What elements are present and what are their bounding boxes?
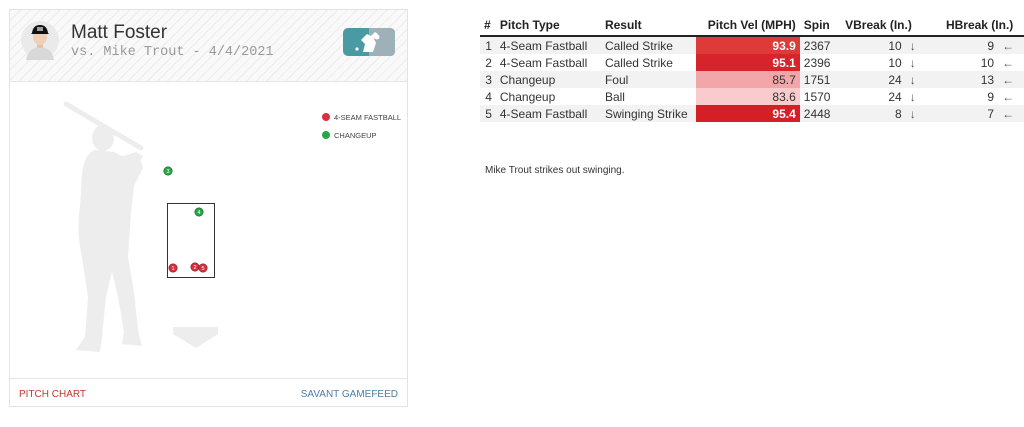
cell-number: 2 bbox=[480, 54, 496, 71]
cell-spin: 2396 bbox=[799, 54, 842, 71]
cell-velocity: 95.1 bbox=[696, 54, 800, 71]
savant-gamefeed-link[interactable]: SAVANT GAMEFEED bbox=[300, 389, 398, 400]
mlb-logo-icon bbox=[343, 28, 395, 56]
pitch-table: # Pitch Type Result Pitch Vel (MPH) Spin… bbox=[480, 15, 1024, 122]
svg-text:4: 4 bbox=[197, 210, 200, 216]
cell-pitch-type: 4-Seam Fastball bbox=[495, 105, 601, 122]
col-header-pitch-type[interactable]: Pitch Type bbox=[495, 15, 601, 37]
down-arrow-icon: ↓ bbox=[905, 36, 936, 54]
table-row[interactable]: 4 Changeup Ball 83.6 1570 24 ↓ 9 ← bbox=[480, 88, 1024, 105]
cell-velocity: 95.4 bbox=[696, 105, 800, 122]
cell-vbreak: 8 bbox=[841, 105, 906, 122]
table-row[interactable]: 5 4-Seam Fastball Swinging Strike 95.4 2… bbox=[480, 105, 1024, 122]
pitch-marker[interactable]: 4 bbox=[194, 207, 204, 217]
player-avatar bbox=[21, 21, 59, 60]
col-header-spin[interactable]: Spin bbox=[799, 15, 842, 37]
cell-result: Called Strike bbox=[600, 54, 697, 71]
card-footer: PITCH CHART SAVANT GAMEFEED bbox=[10, 378, 407, 407]
col-header-result[interactable]: Result bbox=[600, 15, 697, 37]
cell-result: Ball bbox=[600, 88, 697, 105]
cell-hbreak: 10 bbox=[935, 54, 999, 71]
pitch-location-chart: 1 2 3 4 5 bbox=[63, 101, 218, 352]
down-arrow-icon: ↓ bbox=[905, 54, 936, 71]
left-arrow-icon: ← bbox=[998, 88, 1024, 105]
left-arrow-icon: ← bbox=[998, 105, 1024, 122]
batter-silhouette-icon bbox=[63, 101, 144, 352]
strike-zone bbox=[167, 203, 215, 278]
legend-label: 4-SEAM FASTBALL bbox=[334, 112, 402, 122]
cell-result: Foul bbox=[600, 71, 697, 88]
cell-number: 1 bbox=[480, 36, 496, 54]
cell-number: 4 bbox=[480, 88, 496, 105]
home-plate-icon bbox=[173, 327, 218, 348]
svg-text:3: 3 bbox=[166, 169, 169, 175]
matchup-text: vs. Mike Trout - 4/4/2021 bbox=[71, 45, 274, 60]
pitch-chart-card: Matt Foster vs. Mike Trout - 4/4/2021 4-… bbox=[9, 9, 408, 407]
cell-pitch-type: Changeup bbox=[495, 88, 601, 105]
pitch-chart-link[interactable]: PITCH CHART bbox=[19, 389, 87, 400]
left-arrow-icon: ← bbox=[998, 71, 1024, 88]
cell-spin: 1570 bbox=[799, 88, 842, 105]
cell-velocity: 85.7 bbox=[696, 71, 800, 88]
pitch-marker[interactable]: 1 bbox=[168, 263, 178, 273]
green-dot-icon bbox=[322, 131, 330, 139]
col-header-hbreak[interactable]: HBreak (In.) bbox=[935, 15, 1024, 37]
cell-velocity: 93.9 bbox=[696, 36, 800, 54]
svg-text:5: 5 bbox=[201, 266, 204, 272]
down-arrow-icon: ↓ bbox=[905, 105, 936, 122]
cell-pitch-type: 4-Seam Fastball bbox=[495, 54, 601, 71]
cell-hbreak: 9 bbox=[935, 88, 999, 105]
down-arrow-icon: ↓ bbox=[905, 71, 936, 88]
down-arrow-icon: ↓ bbox=[905, 88, 936, 105]
col-header-number[interactable]: # bbox=[480, 15, 496, 37]
cell-pitch-type: Changeup bbox=[495, 71, 601, 88]
red-dot-icon bbox=[322, 113, 330, 121]
card-header: Matt Foster vs. Mike Trout - 4/4/2021 bbox=[10, 10, 407, 82]
legend-item-4-seam-fastball: 4-SEAM FASTBALL bbox=[322, 111, 401, 123]
pitch-marker[interactable]: 2 bbox=[190, 262, 200, 272]
cell-vbreak: 10 bbox=[841, 36, 906, 54]
cell-number: 5 bbox=[480, 105, 496, 122]
cell-hbreak: 9 bbox=[935, 36, 999, 54]
cell-spin: 1751 bbox=[799, 71, 842, 88]
col-header-pitch-velocity[interactable]: Pitch Vel (MPH) bbox=[696, 15, 800, 37]
cell-result: Called Strike bbox=[600, 36, 697, 54]
cell-result: Swinging Strike bbox=[600, 105, 697, 122]
cell-number: 3 bbox=[480, 71, 496, 88]
player-name: Matt Foster bbox=[71, 22, 168, 43]
legend-label: CHANGEUP bbox=[334, 130, 377, 140]
cell-spin: 2367 bbox=[799, 36, 842, 54]
cell-vbreak: 10 bbox=[841, 54, 906, 71]
pitch-marker[interactable]: 3 bbox=[163, 166, 173, 176]
table-row[interactable]: 2 4-Seam Fastball Called Strike 95.1 239… bbox=[480, 54, 1024, 71]
svg-text:1: 1 bbox=[171, 266, 174, 272]
pitch-marker[interactable]: 5 bbox=[198, 263, 208, 273]
table-header-row: # Pitch Type Result Pitch Vel (MPH) Spin… bbox=[480, 15, 1024, 37]
at-bat-summary: Mike Trout strikes out swinging. bbox=[485, 165, 625, 176]
col-header-vbreak[interactable]: VBreak (In.) bbox=[841, 15, 936, 37]
cell-vbreak: 24 bbox=[841, 88, 906, 105]
left-arrow-icon: ← bbox=[998, 54, 1024, 71]
cell-velocity: 83.6 bbox=[696, 88, 800, 105]
cell-pitch-type: 4-Seam Fastball bbox=[495, 36, 601, 54]
table-row[interactable]: 1 4-Seam Fastball Called Strike 93.9 236… bbox=[480, 36, 1024, 54]
legend-item-changeup: CHANGEUP bbox=[322, 129, 401, 141]
table-row[interactable]: 3 Changeup Foul 85.7 1751 24 ↓ 13 ← bbox=[480, 71, 1024, 88]
cell-spin: 2448 bbox=[799, 105, 842, 122]
pitch-legend: 4-SEAM FASTBALL CHANGEUP bbox=[322, 111, 401, 147]
cell-vbreak: 24 bbox=[841, 71, 906, 88]
svg-text:2: 2 bbox=[193, 265, 196, 271]
cell-hbreak: 13 bbox=[935, 71, 999, 88]
left-arrow-icon: ← bbox=[998, 36, 1024, 54]
cell-hbreak: 7 bbox=[935, 105, 999, 122]
